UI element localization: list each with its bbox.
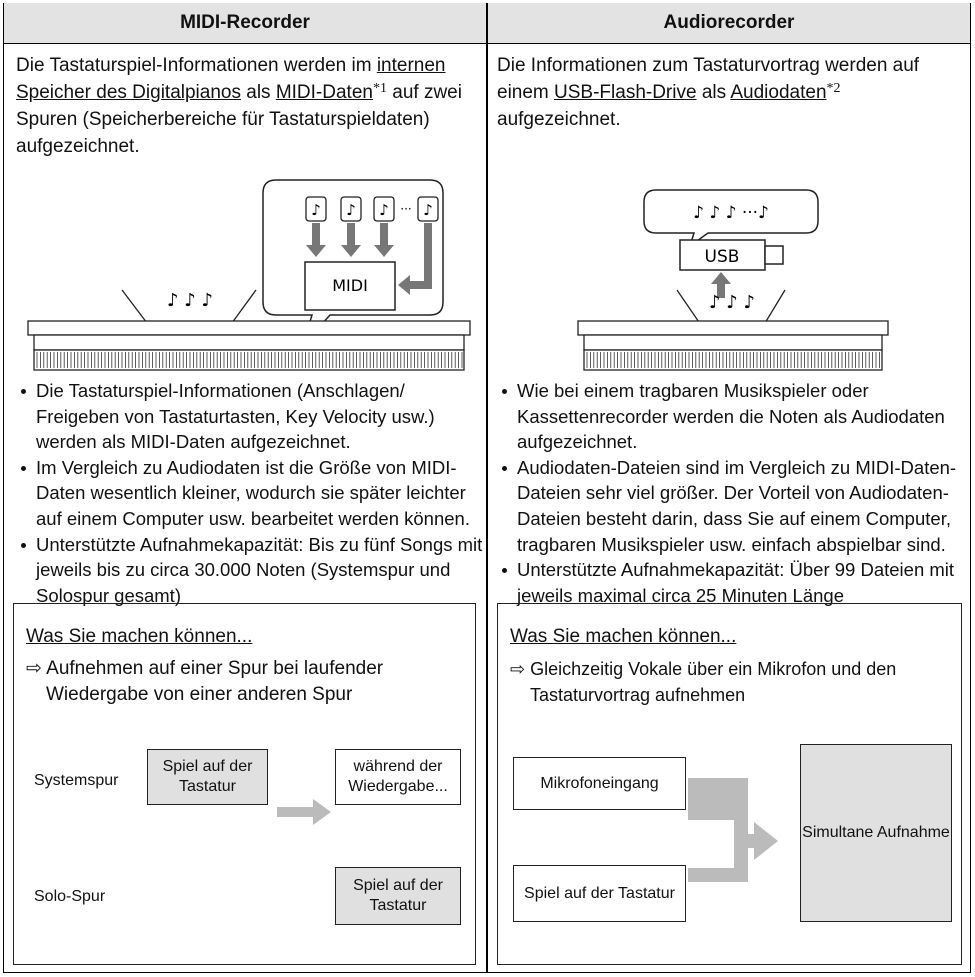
note: ♪	[346, 201, 356, 219]
text: aufgezeichnet.	[497, 109, 621, 130]
bullet: Im Vergleich zu Audiodaten ist die Größe…	[21, 455, 491, 532]
note: ♪	[311, 201, 321, 219]
header-cell: MIDI-Recorder	[4, 3, 486, 44]
cell: Spiel auf der Tastatur	[513, 865, 686, 922]
arrow	[374, 223, 394, 257]
text: USB-Flash-Drive	[554, 82, 697, 103]
bullet-list: Wie bei einem tragbaren Musikspieler ode…	[497, 378, 975, 608]
note: ♪	[423, 201, 433, 219]
text: Audiodaten	[730, 82, 827, 103]
box-label: MIDI	[332, 276, 368, 295]
usb-plug	[764, 245, 784, 265]
note-box	[417, 196, 439, 222]
usb-stick	[679, 239, 766, 271]
arrow	[277, 799, 331, 825]
cell: während der Wiedergabe...	[335, 749, 461, 805]
arrow	[711, 272, 731, 298]
text: als	[240, 82, 276, 103]
arrow	[306, 223, 326, 257]
info-box	[13, 603, 476, 965]
merge-arrow	[688, 778, 778, 882]
notes: ♪ ♪ ♪	[167, 290, 213, 311]
track-label: Solo-Spur	[34, 888, 106, 905]
text: Die Informationen zum Tastaturvortrag we…	[497, 55, 920, 103]
arrow	[341, 223, 361, 257]
intro: Die Tastaturspiel-Informationen werden i…	[16, 52, 466, 160]
text: Die Tastaturspiel-Informationen werden i…	[16, 55, 377, 76]
cell: Spiel auf der Tastatur	[147, 749, 268, 805]
note-box	[305, 196, 327, 222]
bullet: Die Tastaturspiel-Informationen (Anschla…	[21, 378, 491, 455]
note: ♪	[379, 201, 389, 219]
bullet: Unterstützte Aufnahmekapazität: Bis zu f…	[21, 532, 491, 609]
column-divider	[486, 3, 488, 973]
arrow	[398, 223, 432, 295]
note-box	[340, 196, 362, 222]
arrow-shape	[688, 778, 778, 882]
cell: Mikrofoneingang	[513, 757, 686, 810]
text: als	[696, 82, 731, 103]
note-boxes	[305, 196, 439, 222]
piano-body	[583, 334, 883, 351]
box-label: USB	[705, 247, 740, 267]
illustrations: ♪ ♪ ♪ ··· ♪ MIDI ♪ ♪ ♪ ♪ ♪ ♪ ···♪ USB ♪ …	[27, 179, 889, 371]
bullet: Audiodaten-Dateien sind im Vergleich zu …	[502, 455, 975, 557]
box-title: Was Sie machen können...	[510, 626, 737, 647]
piano-top	[577, 320, 889, 336]
header-cell: Audiorecorder	[488, 3, 970, 44]
box-item: ⇨ Aufnehmen auf einer Spur bei laufender…	[26, 658, 384, 705]
midi-box	[304, 261, 396, 311]
cell: Spiel auf der Tastatur	[335, 867, 461, 925]
bullet: Wie bei einem tragbaren Musikspieler ode…	[502, 378, 975, 455]
arrows	[306, 223, 432, 295]
footnote-ref: *1	[372, 81, 387, 96]
note-box	[373, 196, 395, 222]
box-title: Was Sie machen können...	[26, 626, 253, 647]
text: MIDI-Daten	[275, 82, 373, 103]
info-box	[497, 603, 962, 965]
footnote-ref: *2	[826, 81, 841, 96]
text: auf zwei Spuren (Speicherbereiche für Ta…	[16, 82, 462, 157]
ellipsis: ···	[400, 202, 411, 216]
cell: Simultane Aufnahme	[800, 744, 952, 922]
piano-body	[33, 334, 465, 351]
arrow-shape	[277, 799, 331, 825]
bullet: Unterstützte Aufnahmekapazität: Über 99 …	[502, 557, 975, 608]
bubble-notes: ♪ ♪ ♪ ···♪	[693, 203, 769, 223]
text: internen Speicher des Digitalpianos	[16, 55, 446, 103]
piano-top	[27, 320, 471, 336]
box-item: ⇨ Gleichzeitig Vokale über ein Mikrofon …	[510, 659, 897, 705]
intro: Die Informationen zum Tastaturvortrag we…	[497, 52, 937, 133]
track-label: Systemspur	[34, 772, 119, 789]
bullet-list: Die Tastaturspiel-Informationen (Anschla…	[16, 378, 491, 608]
notes: ♪ ♪ ♪	[709, 292, 755, 313]
